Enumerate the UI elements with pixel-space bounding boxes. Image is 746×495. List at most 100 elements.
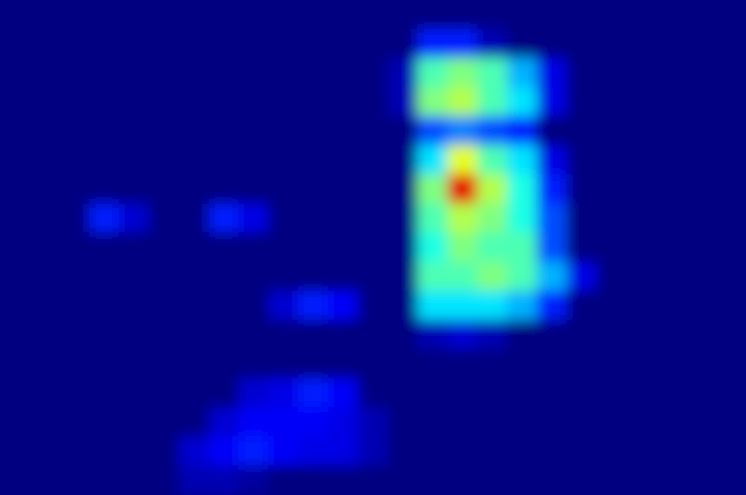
background — [0, 0, 746, 495]
cell — [417, 291, 448, 321]
cell — [596, 378, 627, 408]
cell — [59, 436, 90, 466]
cell — [268, 349, 299, 379]
cell — [298, 465, 329, 495]
cell — [596, 407, 627, 437]
cell — [447, 436, 478, 466]
cell — [417, 145, 448, 175]
cell — [477, 0, 508, 30]
cell — [716, 232, 746, 262]
cell — [328, 436, 359, 466]
cell — [358, 58, 389, 88]
cell — [566, 29, 597, 59]
cell — [387, 436, 418, 466]
cell — [119, 407, 150, 437]
cell — [626, 320, 657, 350]
cell — [298, 29, 329, 59]
cell — [238, 145, 269, 175]
cell — [208, 262, 239, 292]
cell — [656, 232, 687, 262]
cell — [179, 29, 210, 59]
cell — [656, 465, 687, 495]
cell — [626, 407, 657, 437]
cell — [626, 436, 657, 466]
cell — [29, 116, 60, 146]
cell — [537, 349, 568, 379]
cell — [656, 320, 687, 350]
cell — [387, 320, 418, 350]
cell — [626, 262, 657, 292]
cell — [208, 116, 239, 146]
cell — [29, 29, 60, 59]
cell — [298, 0, 329, 30]
cell — [387, 232, 418, 262]
cell — [208, 378, 239, 408]
cell — [387, 116, 418, 146]
cell — [358, 436, 389, 466]
cell — [59, 465, 90, 495]
cell — [238, 465, 269, 495]
cell — [89, 58, 120, 88]
cell — [537, 378, 568, 408]
cell — [268, 116, 299, 146]
cell — [149, 349, 180, 379]
cell — [387, 145, 418, 175]
cell — [447, 116, 478, 146]
cell — [59, 262, 90, 292]
cell — [298, 320, 329, 350]
cell — [179, 87, 210, 117]
cell — [149, 465, 180, 495]
cell — [179, 262, 210, 292]
cell — [626, 203, 657, 233]
cell — [417, 407, 448, 437]
cell — [566, 349, 597, 379]
cell — [507, 58, 538, 88]
cell — [447, 291, 478, 321]
cell — [566, 145, 597, 175]
cell — [656, 87, 687, 117]
cell — [358, 232, 389, 262]
cell — [626, 291, 657, 321]
cell — [328, 320, 359, 350]
cell — [387, 262, 418, 292]
cell — [149, 203, 180, 233]
cell — [238, 58, 269, 88]
cell — [447, 378, 478, 408]
cell — [179, 0, 210, 30]
cell — [656, 116, 687, 146]
cell — [716, 174, 746, 204]
cell — [716, 291, 746, 321]
cell — [208, 0, 239, 30]
cell — [477, 436, 508, 466]
cell — [537, 174, 568, 204]
cell — [477, 407, 508, 437]
cell — [507, 378, 538, 408]
cell — [328, 58, 359, 88]
cell — [417, 349, 448, 379]
cell — [537, 58, 568, 88]
cell — [0, 29, 30, 59]
cell — [596, 232, 627, 262]
cell — [328, 203, 359, 233]
cell — [358, 174, 389, 204]
cell — [238, 262, 269, 292]
cell — [716, 320, 746, 350]
cell — [596, 465, 627, 495]
cell — [149, 87, 180, 117]
cell — [537, 87, 568, 117]
cell — [686, 320, 717, 350]
cell — [59, 145, 90, 175]
cell — [238, 87, 269, 117]
cell — [298, 436, 329, 466]
cell — [149, 407, 180, 437]
cell — [59, 203, 90, 233]
cell — [328, 407, 359, 437]
cell — [417, 436, 448, 466]
cell — [387, 378, 418, 408]
cell — [29, 87, 60, 117]
cell — [119, 116, 150, 146]
cell — [238, 232, 269, 262]
cell — [626, 174, 657, 204]
cell — [29, 465, 60, 495]
cell — [328, 349, 359, 379]
